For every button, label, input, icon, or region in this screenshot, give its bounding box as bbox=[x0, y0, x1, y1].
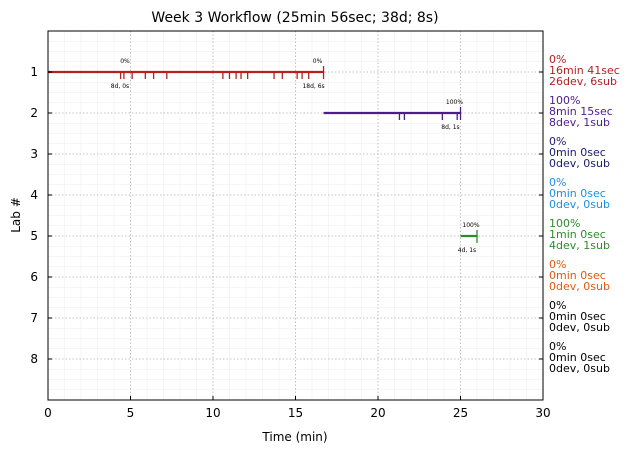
lab-1-summary-line: 16min 41sec bbox=[549, 64, 620, 77]
lab-5-end-label: 100% bbox=[462, 222, 479, 229]
x-tick-label: 30 bbox=[535, 406, 550, 420]
y-tick-label: 8 bbox=[30, 352, 38, 366]
lab-6-summary-line: 0% bbox=[549, 258, 566, 271]
lab-4-summary-line: 0dev, 0sub bbox=[549, 198, 610, 211]
lab-4-summary-line: 0min 0sec bbox=[549, 187, 606, 200]
lab-4-summary-line: 0% bbox=[549, 176, 566, 189]
y-tick-label: 1 bbox=[30, 65, 38, 79]
lab-3-summary-line: 0min 0sec bbox=[549, 146, 606, 159]
lab-5-summary-line: 100% bbox=[549, 217, 580, 230]
lab-3-summary-line: 0dev, 0sub bbox=[549, 157, 610, 170]
lab-5-summary-line: 1min 0sec bbox=[549, 228, 606, 241]
x-tick-label: 20 bbox=[370, 406, 385, 420]
lab-1-start-sublabel: 8d, 0s bbox=[111, 83, 129, 90]
y-tick-label: 2 bbox=[30, 106, 38, 120]
lab-7-summary-line: 0dev, 0sub bbox=[549, 321, 610, 334]
lab-1-end-label: 0% bbox=[313, 58, 323, 65]
x-tick-label: 0 bbox=[44, 406, 52, 420]
lab-1-summary-line: 26dev, 6sub bbox=[549, 75, 617, 88]
lab-2-summary-line: 8min 15sec bbox=[549, 105, 613, 118]
lab-series: 0% 8d, 0s 0% 18d, 6s 100% 8d, 1s 100% 4d, 1s bbox=[48, 58, 480, 254]
lab-2-end-sublabel: 8d, 1s bbox=[441, 124, 459, 131]
lab-7-summary-line: 0% bbox=[549, 299, 566, 312]
lab-6-summary-line: 0min 0sec bbox=[549, 269, 606, 282]
lab-8-summary-line: 0min 0sec bbox=[549, 351, 606, 364]
lab-7-summary-line: 0min 0sec bbox=[549, 310, 606, 323]
lab-5-summary-line: 4dev, 1sub bbox=[549, 239, 610, 252]
lab-8-summary-line: 0% bbox=[549, 340, 566, 353]
minor-grid bbox=[48, 31, 543, 400]
y-tick-label: 4 bbox=[30, 188, 38, 202]
lab-3-summary-line: 0% bbox=[549, 135, 566, 148]
y-tick-label: 3 bbox=[30, 147, 38, 161]
x-tick-label: 10 bbox=[205, 406, 220, 420]
y-tick-label: 7 bbox=[30, 311, 38, 325]
lab-6-summary-line: 0dev, 0sub bbox=[549, 280, 610, 293]
x-axis-title: Time (min) bbox=[261, 430, 327, 444]
chart-title: Week 3 Workflow (25min 56sec; 38d; 8s) bbox=[151, 10, 438, 26]
y-tick-label: 5 bbox=[30, 229, 38, 243]
lab-8-summary-line: 0dev, 0sub bbox=[549, 362, 610, 375]
lab-1-start-label: 0% bbox=[120, 58, 130, 65]
lab-2-summary-line: 8dev, 1sub bbox=[549, 116, 610, 129]
axes: 0 5 10 15 20 25 30 1 2 3 4 5 6 7 8 bbox=[30, 65, 550, 420]
lab-5-end-sublabel: 4d, 1s bbox=[458, 247, 476, 254]
lab-1-end-sublabel: 18d, 6s bbox=[302, 83, 324, 90]
lab-2-end-label: 100% bbox=[446, 99, 463, 106]
y-axis-title: Lab # bbox=[9, 197, 23, 233]
lab-1-summary-line: 0% bbox=[549, 53, 566, 66]
x-tick-label: 25 bbox=[453, 406, 468, 420]
lab-2-summary-line: 100% bbox=[549, 94, 580, 107]
y-tick-label: 6 bbox=[30, 270, 38, 284]
x-tick-label: 5 bbox=[127, 406, 135, 420]
x-tick-label: 15 bbox=[288, 406, 303, 420]
